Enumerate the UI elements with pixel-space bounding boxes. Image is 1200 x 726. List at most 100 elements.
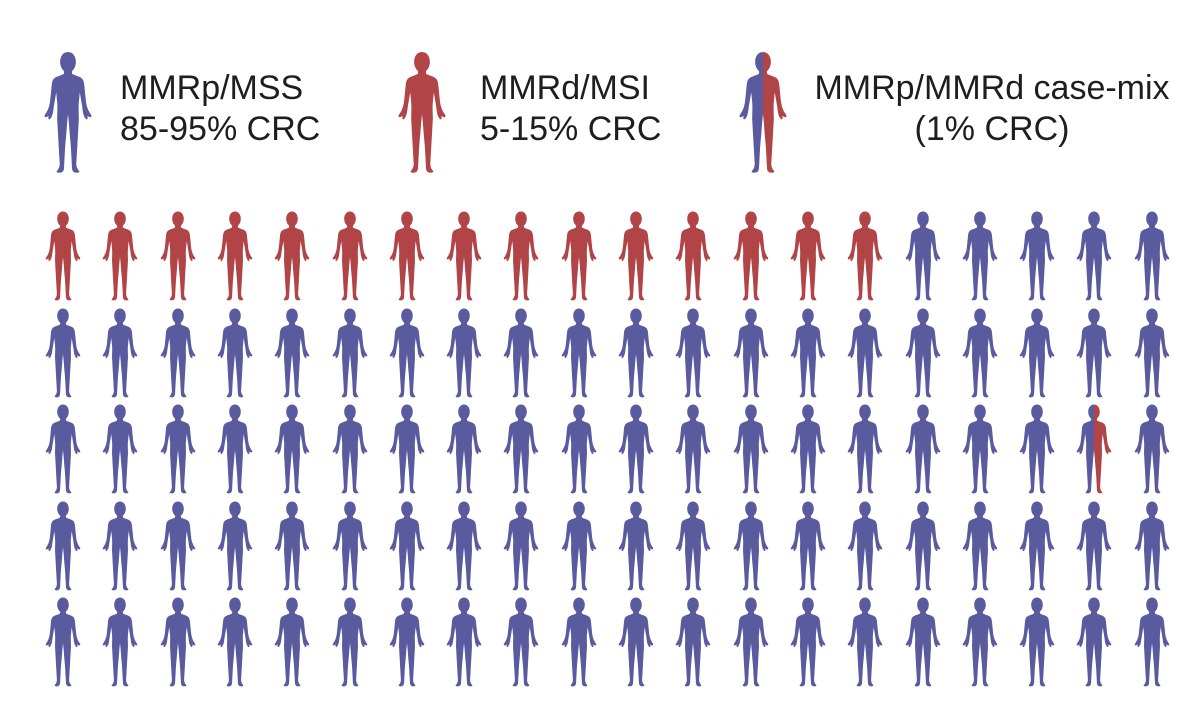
person-blue-icon (217, 307, 253, 397)
person-blue-icon (1077, 211, 1112, 301)
person-blue-icon (45, 404, 81, 494)
person-blue-icon (38, 50, 98, 175)
person-blue-icon (103, 500, 138, 590)
person-blue-icon (847, 597, 883, 687)
legend-label-case-mix: MMRp/MMRd case-mix (1% CRC) (812, 68, 1172, 150)
person-blue-icon (618, 597, 654, 687)
person-blue-icon (905, 211, 940, 301)
legend-percent: (1% CRC) (914, 110, 1070, 148)
person-blue-icon (332, 597, 367, 687)
person-blue-icon (103, 307, 138, 397)
person-blue-icon (1077, 597, 1112, 687)
person-blue-icon (733, 307, 768, 397)
person-blue-icon (1134, 307, 1169, 397)
person-blue-icon (790, 404, 826, 494)
person-red-icon (103, 211, 138, 301)
person-blue-icon (1134, 597, 1169, 687)
person-blue-icon (561, 307, 596, 397)
person-blue-icon (962, 404, 998, 494)
person-red-icon (561, 211, 596, 301)
person-blue-icon (274, 500, 310, 590)
person-blue-icon (962, 597, 998, 687)
person-blue-icon (1134, 500, 1169, 590)
person-blue-icon (790, 500, 826, 590)
legend-title: MMRd/MSI (480, 69, 650, 107)
person-blue-icon (676, 307, 711, 397)
person-blue-icon (1019, 597, 1055, 687)
person-half-blue-half-red-icon (1077, 404, 1112, 494)
person-blue-icon (446, 307, 482, 397)
person-blue-icon (103, 597, 138, 687)
person-blue-icon (446, 404, 482, 494)
person-red-icon-shape (398, 51, 446, 173)
legend-item-case-mix: MMRp/MMRd case-mix (1% CRC) (730, 0, 1200, 190)
person-blue-icon (389, 404, 425, 494)
person-blue-icon (847, 307, 883, 397)
person-blue-icon (1019, 307, 1055, 397)
person-blue-icon (504, 597, 539, 687)
person-red-icon (392, 50, 452, 175)
person-blue-icon (217, 404, 253, 494)
person-red-icon (676, 211, 711, 301)
person-blue-icon (847, 404, 883, 494)
legend-item-mmrd: MMRd/MSI 5-15% CRC (380, 0, 710, 190)
person-red-icon (274, 211, 310, 301)
person-blue-icon (618, 404, 654, 494)
legend-title: MMRp/MSS (120, 69, 304, 107)
person-red-icon (446, 211, 482, 301)
person-blue-icon (1134, 404, 1169, 494)
person-blue-icon (274, 597, 310, 687)
person-blue-icon (274, 307, 310, 397)
person-half-blue-half-red-icon-shape (739, 51, 787, 173)
person-blue-icon (389, 500, 425, 590)
person-red-icon (790, 211, 826, 301)
person-blue-icon (1077, 307, 1112, 397)
person-blue-icon (389, 307, 425, 397)
person-blue-icon (274, 404, 310, 494)
person-blue-icon (45, 500, 81, 590)
person-blue-icon (676, 500, 711, 590)
person-blue-icon (217, 500, 253, 590)
person-blue-icon (676, 597, 711, 687)
legend-item-mmrp: MMRp/MSS 85-95% CRC (0, 0, 380, 190)
legend: MMRp/MSS 85-95% CRC MMRd/MSI 5-15% CRC M… (0, 0, 1200, 190)
population-grid (0, 210, 1200, 710)
person-half-blue-half-red-icon (733, 50, 793, 175)
person-blue-icon (790, 597, 826, 687)
legend-label-mmrp: MMRp/MSS 85-95% CRC (120, 68, 320, 150)
person-red-icon (217, 211, 253, 301)
person-blue-icon (676, 404, 711, 494)
person-red-icon (389, 211, 425, 301)
person-blue-icon (160, 500, 195, 590)
person-blue-icon (1077, 500, 1112, 590)
person-red-icon (160, 211, 195, 301)
person-blue-icon (561, 404, 596, 494)
person-blue-icon (790, 307, 826, 397)
person-blue-icon (962, 211, 998, 301)
person-blue-icon (618, 500, 654, 590)
person-blue-icon (389, 597, 425, 687)
person-blue-icon (504, 404, 539, 494)
person-red-icon (847, 211, 883, 301)
person-blue-icon (618, 307, 654, 397)
person-blue-icon (1134, 211, 1169, 301)
person-blue-icon (45, 597, 81, 687)
legend-title: MMRp/MMRd case-mix (814, 69, 1170, 107)
person-red-icon (733, 211, 768, 301)
person-blue-icon (962, 500, 998, 590)
person-blue-icon (332, 404, 367, 494)
person-blue-icon (561, 500, 596, 590)
person-blue-icon (905, 307, 940, 397)
person-blue-icon (1019, 500, 1055, 590)
person-blue-icon (733, 500, 768, 590)
person-blue-icon (1019, 211, 1055, 301)
person-red-icon (504, 211, 539, 301)
person-blue-icon (905, 500, 940, 590)
person-blue-icon (905, 404, 940, 494)
person-blue-icon (103, 404, 138, 494)
person-blue-icon (561, 597, 596, 687)
person-blue-icon (45, 307, 81, 397)
legend-percent: 5-15% CRC (480, 110, 662, 148)
person-blue-icon (446, 597, 482, 687)
person-blue-icon (446, 500, 482, 590)
